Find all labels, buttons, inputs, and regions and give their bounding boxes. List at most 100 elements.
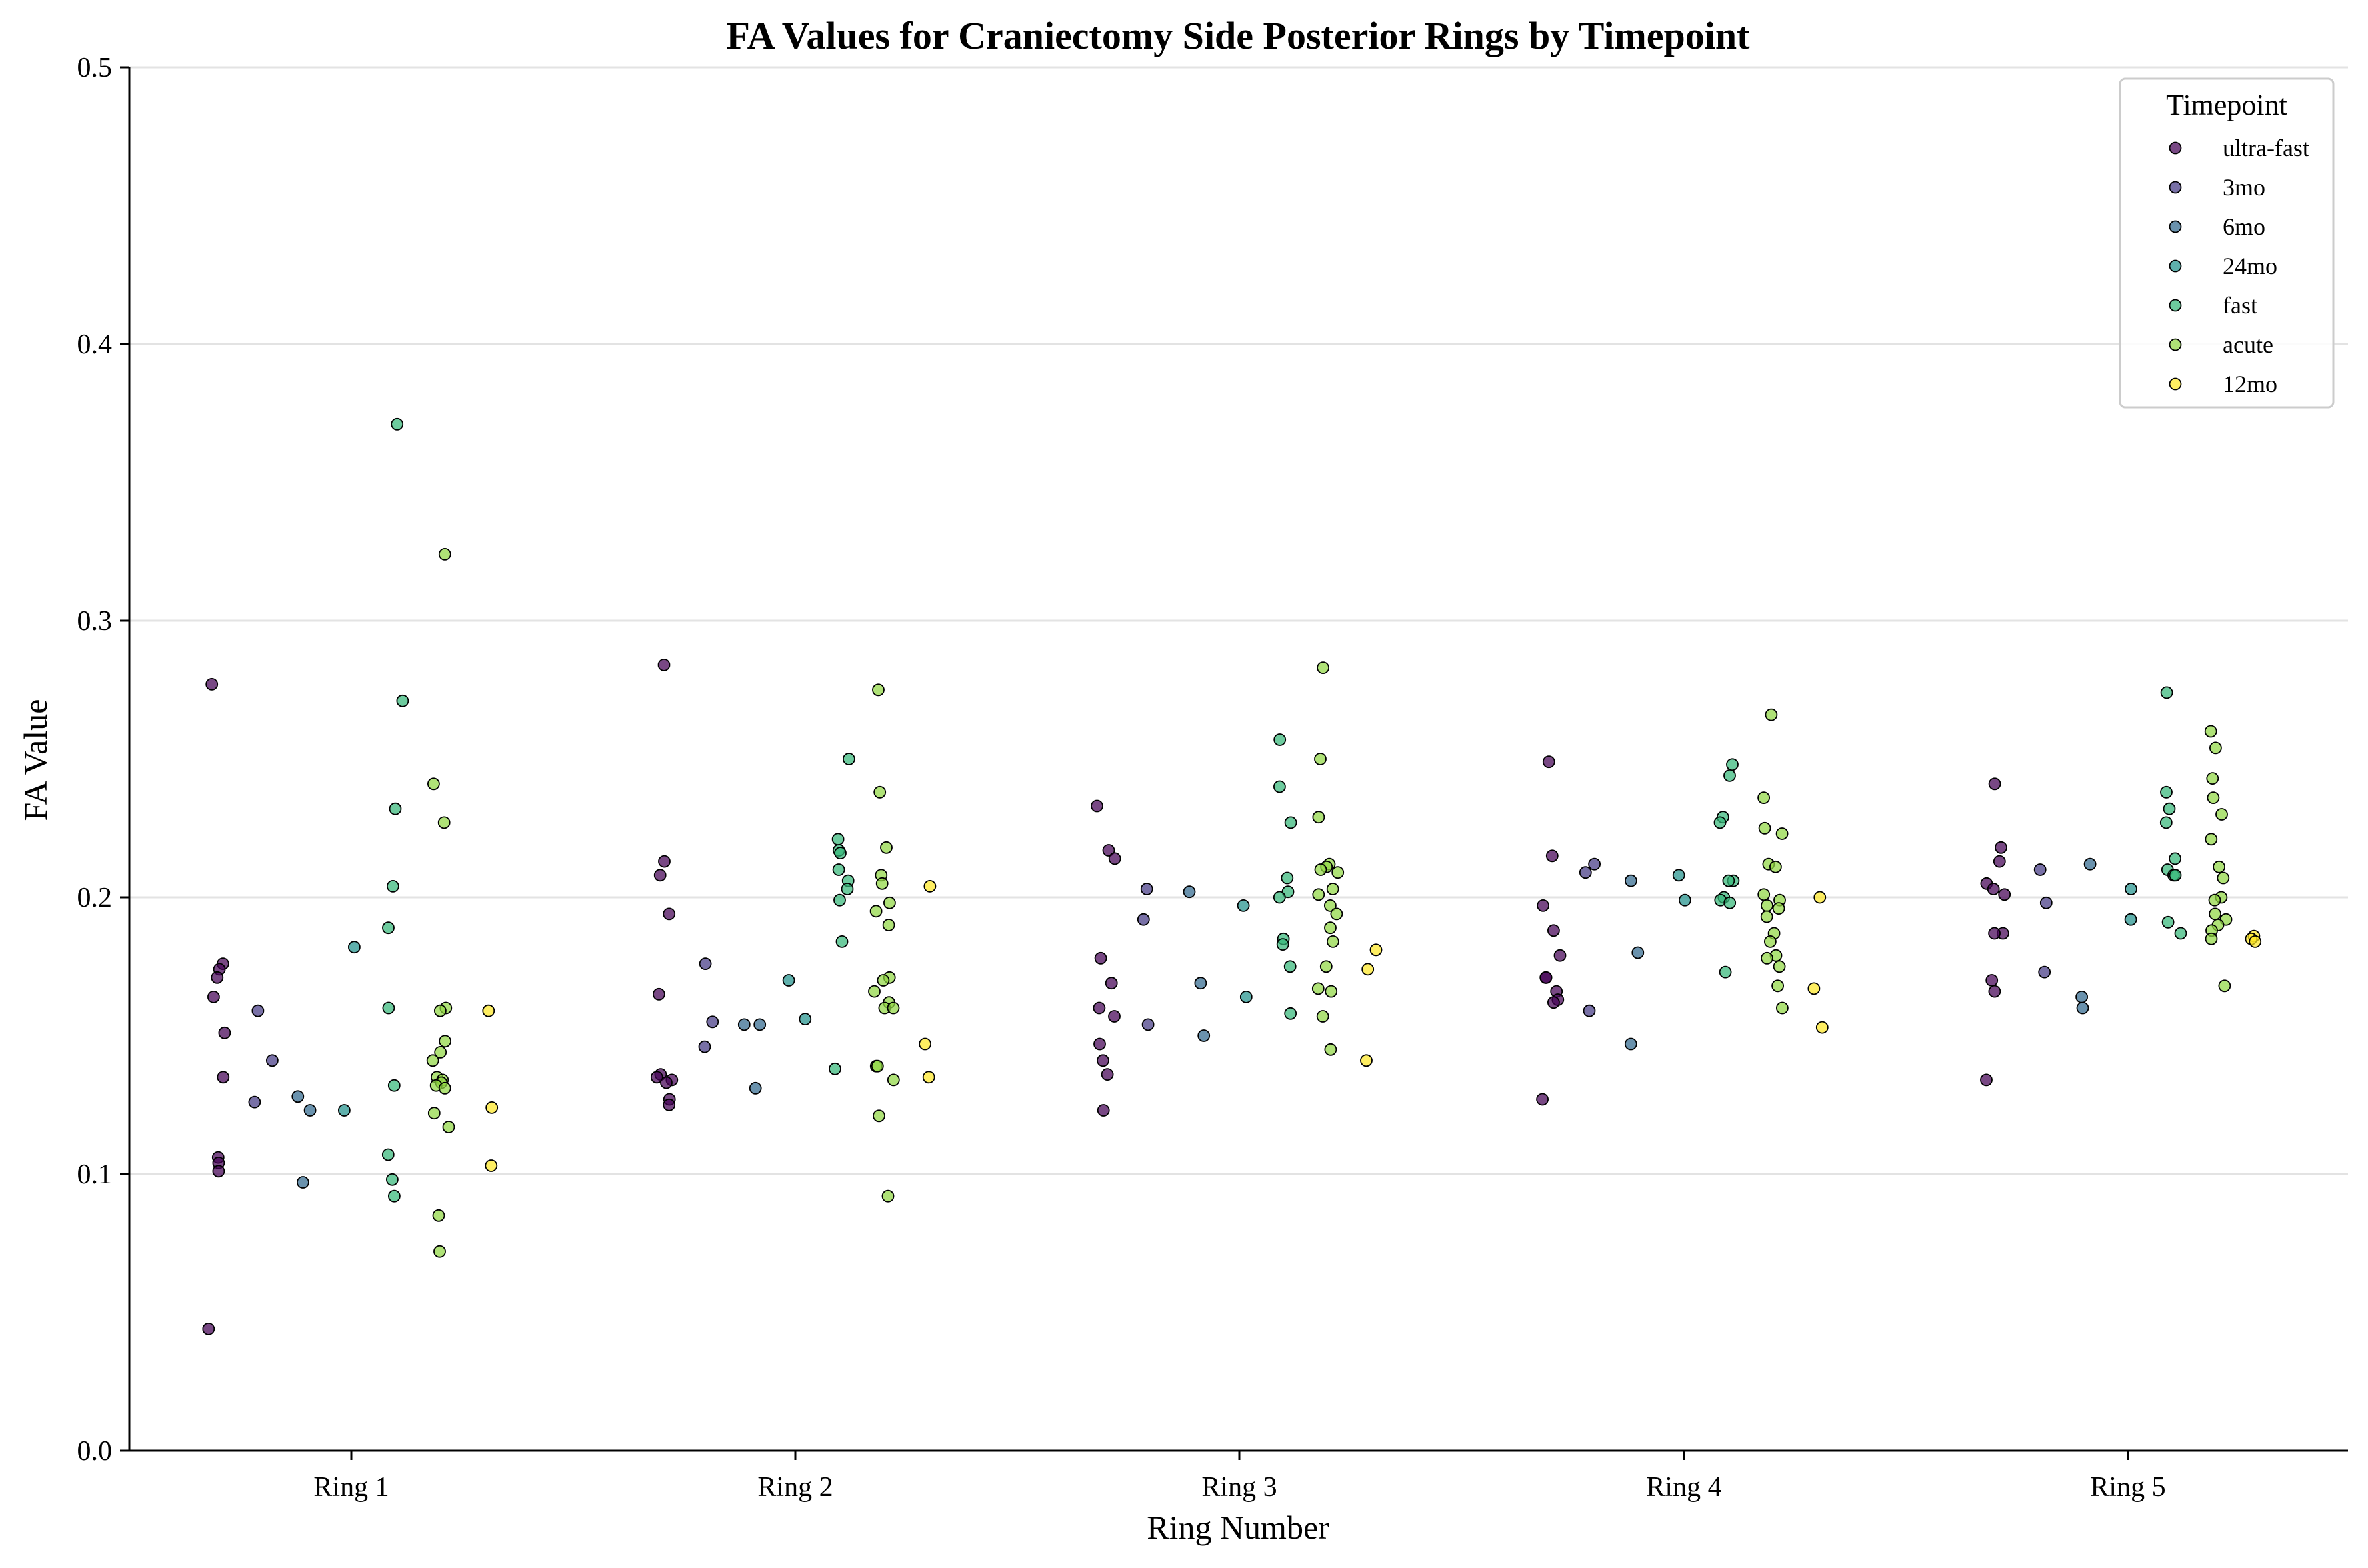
data-point xyxy=(1140,883,1153,895)
data-point xyxy=(389,802,402,815)
data-point xyxy=(873,1109,885,1123)
y-axis-label: FA Value xyxy=(17,699,54,821)
data-point xyxy=(1757,791,1771,804)
data-point xyxy=(1327,935,1339,948)
data-point xyxy=(706,1015,719,1029)
data-point xyxy=(338,1104,351,1117)
x-tick-label: Ring 2 xyxy=(757,1472,833,1503)
axes: 0.0 0.1 0.2 0.3 0.4 0.5 Ring 1 Ring 2 Ring 3 Ring… xyxy=(77,53,2348,1503)
data-point xyxy=(205,678,219,691)
data-point xyxy=(698,1040,711,1053)
data-point xyxy=(2161,915,2175,929)
data-point xyxy=(1284,816,1297,829)
data-point xyxy=(442,1121,455,1133)
data-point xyxy=(1324,899,1337,912)
data-point xyxy=(1311,982,1325,995)
data-point xyxy=(1093,1037,1106,1051)
data-point xyxy=(923,880,937,893)
data-point xyxy=(877,974,890,987)
data-point xyxy=(2215,808,2228,821)
data-point xyxy=(2207,791,2220,804)
legend-box xyxy=(2119,77,2335,409)
data-point xyxy=(883,896,896,909)
data-point xyxy=(1360,1054,1373,1067)
legend-marker xyxy=(2169,377,2182,391)
data-point xyxy=(434,1004,447,1017)
data-point xyxy=(1330,907,1343,921)
data-point xyxy=(2039,896,2053,909)
data-point xyxy=(869,905,883,918)
data-point xyxy=(1194,977,1207,990)
data-point xyxy=(382,1001,395,1015)
data-point xyxy=(426,1054,439,1067)
data-point xyxy=(1775,1001,1789,1015)
data-point xyxy=(1108,852,1121,865)
data-point xyxy=(1276,938,1289,951)
data-point xyxy=(2169,852,2182,865)
data-point xyxy=(2206,772,2219,785)
data-point xyxy=(265,1054,279,1067)
data-point xyxy=(1579,866,1592,879)
data-point xyxy=(1536,1093,1549,1106)
data-point xyxy=(348,941,361,954)
y-tick-label: 0.0 xyxy=(77,1436,113,1467)
data-point xyxy=(2205,833,2218,846)
data-point xyxy=(887,1073,900,1087)
data-point xyxy=(782,974,795,987)
data-point xyxy=(432,1209,445,1222)
data-point xyxy=(1713,816,1727,829)
data-point xyxy=(1773,960,1786,973)
data-point xyxy=(868,985,881,998)
data-point xyxy=(1993,855,2006,868)
legend-label: 24mo xyxy=(2223,253,2277,279)
data-point xyxy=(1312,811,1325,824)
data-point xyxy=(1108,1010,1121,1023)
data-point xyxy=(1324,1043,1337,1056)
legend-label: fast xyxy=(2223,292,2257,319)
data-point xyxy=(919,1037,931,1051)
data-point xyxy=(1284,1007,1297,1020)
legend-label: 12mo xyxy=(2223,371,2277,397)
data-point xyxy=(1757,888,1771,901)
data-point xyxy=(1624,874,1637,887)
data-point xyxy=(1283,960,1297,973)
data-point xyxy=(1775,827,1789,840)
data-point xyxy=(427,777,440,791)
data-point xyxy=(1980,1073,1993,1087)
data-point xyxy=(663,907,676,921)
data-point xyxy=(218,1026,231,1039)
data-point xyxy=(391,417,404,431)
data-point xyxy=(1273,891,1286,904)
y-tick-label: 0.5 xyxy=(77,53,113,83)
data-point xyxy=(2083,857,2097,871)
legend-label: 6mo xyxy=(2223,213,2265,240)
data-point xyxy=(2205,932,2218,945)
y-tick-label: 0.1 xyxy=(77,1159,113,1190)
data-point xyxy=(387,1079,401,1092)
data-point xyxy=(799,1013,812,1025)
data-point xyxy=(2209,907,2222,921)
data-point xyxy=(660,1076,673,1089)
data-point xyxy=(1273,780,1286,793)
data-point xyxy=(653,987,665,1001)
data-point xyxy=(657,659,671,671)
data-point xyxy=(2076,1001,2089,1015)
data-point xyxy=(875,877,889,890)
data-point xyxy=(1324,921,1337,935)
data-point xyxy=(1331,866,1345,879)
legend-marker xyxy=(2169,299,2182,312)
data-point xyxy=(1553,949,1567,962)
data-point xyxy=(1995,841,2007,854)
data-point xyxy=(2204,725,2217,738)
data-point xyxy=(1723,896,1737,909)
data-point xyxy=(2218,979,2231,993)
data-point xyxy=(1312,888,1325,901)
data-point xyxy=(2217,871,2230,885)
legend-marker xyxy=(2169,259,2182,273)
data-point xyxy=(1091,799,1103,813)
data-point xyxy=(1771,979,1785,993)
data-point xyxy=(653,869,667,882)
data-point xyxy=(1761,899,1773,912)
legend-label: ultra-fast xyxy=(2223,135,2309,161)
data-point xyxy=(2033,863,2047,876)
